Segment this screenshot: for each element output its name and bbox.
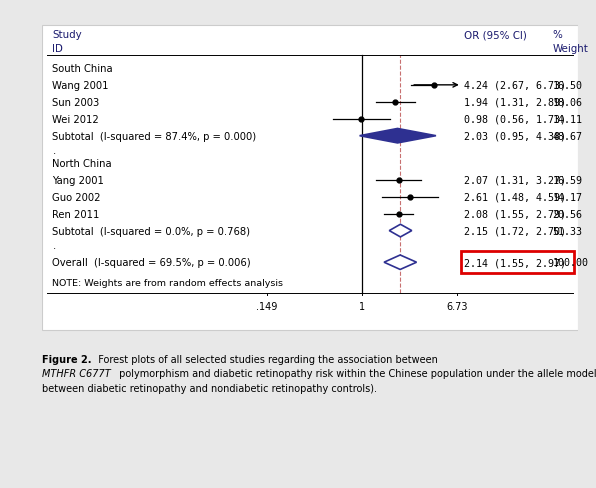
Text: 16.50: 16.50: [552, 81, 582, 91]
Text: Guo 2002: Guo 2002: [52, 192, 101, 203]
Polygon shape: [389, 225, 412, 238]
FancyBboxPatch shape: [461, 252, 574, 273]
Text: MTHFR C677T: MTHFR C677T: [42, 368, 110, 378]
Text: ID: ID: [52, 43, 63, 54]
Text: .: .: [52, 241, 55, 251]
Text: Overall  (I-squared = 69.5%, p = 0.006): Overall (I-squared = 69.5%, p = 0.006): [52, 258, 251, 268]
Text: 2.14 (1.55, 2.97): 2.14 (1.55, 2.97): [464, 258, 566, 268]
Text: 18.06: 18.06: [552, 98, 582, 107]
Text: Study: Study: [52, 30, 82, 40]
Text: 20.56: 20.56: [552, 209, 582, 219]
Text: Subtotal  (I-squared = 0.0%, p = 0.768): Subtotal (I-squared = 0.0%, p = 0.768): [52, 226, 250, 236]
Text: 48.67: 48.67: [552, 131, 582, 142]
Text: %: %: [552, 30, 562, 40]
Text: Subtotal  (I-squared = 87.4%, p = 0.000): Subtotal (I-squared = 87.4%, p = 0.000): [52, 131, 256, 142]
Text: 6.73: 6.73: [446, 301, 468, 311]
Text: 1: 1: [359, 301, 365, 311]
Text: between diabetic retinopathy and nondiabetic retinopathy controls).: between diabetic retinopathy and nondiab…: [42, 383, 377, 393]
Text: 100.00: 100.00: [552, 258, 588, 268]
Text: North China: North China: [52, 159, 112, 168]
Text: polymorphism and diabetic retinopathy risk within the Chinese population under t: polymorphism and diabetic retinopathy ri…: [116, 368, 596, 378]
Polygon shape: [359, 129, 436, 143]
Text: 51.33: 51.33: [552, 226, 582, 236]
Text: Wei 2012: Wei 2012: [52, 115, 99, 124]
Polygon shape: [384, 255, 417, 270]
Text: Ren 2011: Ren 2011: [52, 209, 100, 219]
Text: 1.94 (1.31, 2.89): 1.94 (1.31, 2.89): [464, 98, 566, 107]
Text: 2.07 (1.31, 3.27): 2.07 (1.31, 3.27): [464, 175, 566, 185]
FancyBboxPatch shape: [42, 26, 578, 330]
Text: 16.59: 16.59: [552, 175, 582, 185]
Text: 2.03 (0.95, 4.38): 2.03 (0.95, 4.38): [464, 131, 566, 142]
Text: South China: South China: [52, 64, 113, 74]
Text: NOTE: Weights are from random effects analysis: NOTE: Weights are from random effects an…: [52, 279, 284, 287]
Text: Sun 2003: Sun 2003: [52, 98, 100, 107]
Text: Yang 2001: Yang 2001: [52, 175, 104, 185]
Text: .149: .149: [256, 301, 278, 311]
Text: 14.17: 14.17: [552, 192, 582, 203]
Text: 14.11: 14.11: [552, 115, 582, 124]
Text: OR (95% CI): OR (95% CI): [464, 30, 527, 40]
Text: 2.61 (1.48, 4.59): 2.61 (1.48, 4.59): [464, 192, 566, 203]
Text: Forest plots of all selected studies regarding the association between: Forest plots of all selected studies reg…: [92, 354, 442, 364]
Text: Wang 2001: Wang 2001: [52, 81, 109, 91]
Text: 2.08 (1.55, 2.79): 2.08 (1.55, 2.79): [464, 209, 566, 219]
Text: Weight: Weight: [552, 43, 588, 54]
Text: 0.98 (0.56, 1.73): 0.98 (0.56, 1.73): [464, 115, 566, 124]
Text: 2.15 (1.72, 2.70): 2.15 (1.72, 2.70): [464, 226, 566, 236]
Text: 4.24 (2.67, 6.73): 4.24 (2.67, 6.73): [464, 81, 566, 91]
Text: Figure 2.: Figure 2.: [42, 354, 91, 364]
Text: .: .: [52, 146, 55, 156]
